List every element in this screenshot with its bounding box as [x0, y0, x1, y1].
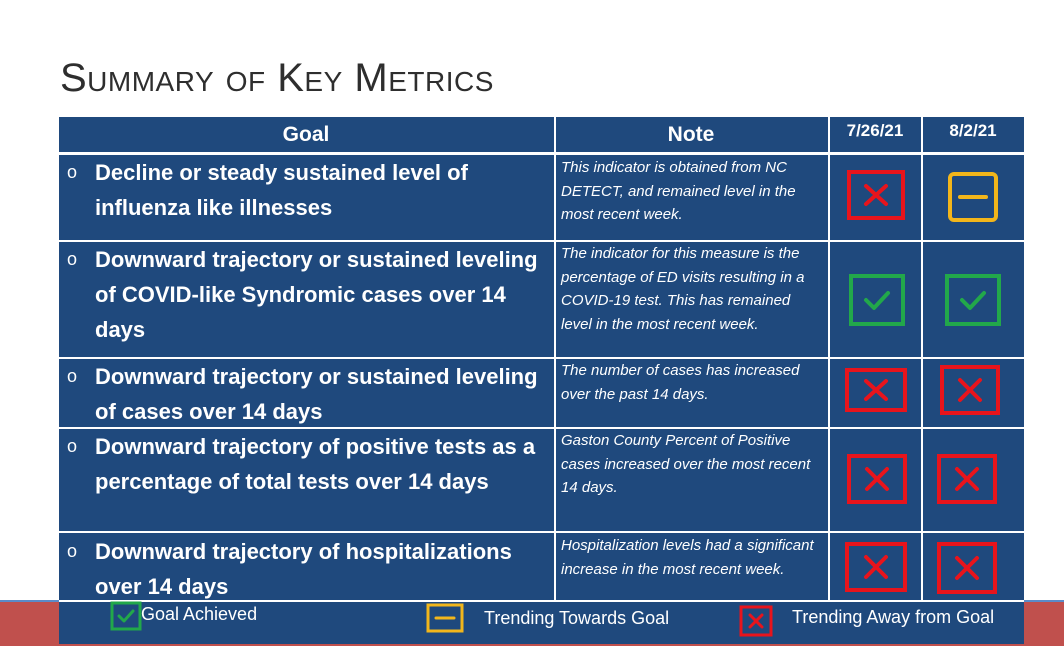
note-cell: Gaston County Percent of Positive cases … [561, 432, 811, 496]
bullet-icon: o [67, 162, 78, 182]
goal-achieved-icon [945, 274, 1001, 326]
page-title: Summary of Key Metrics [60, 56, 494, 100]
metrics-table: Goal Note 7/26/21 8/2/21 o Decline or st… [59, 117, 1024, 644]
bullet-icon: o [67, 541, 78, 561]
row-divider [59, 240, 1024, 242]
row-divider [59, 600, 1024, 602]
note-cell: This indicator is obtained from NC DETEC… [561, 159, 796, 223]
row-divider [59, 152, 1024, 155]
header-date-2: 8/2/21 [949, 121, 997, 140]
trending-away-icon [940, 365, 1000, 415]
bullet-icon: o [67, 366, 78, 386]
legend-trending-towards: Trending Towards Goal [484, 608, 670, 628]
goal-text: Decline or steady sustained level of inf… [95, 160, 468, 220]
goal-cell: o Downward trajectory of hospitalization… [67, 534, 545, 604]
goal-text: Downward trajectory or sustained levelin… [95, 364, 538, 424]
note-cell: The number of cases has increased over t… [561, 362, 800, 403]
trending-towards-icon [948, 172, 998, 222]
header-date-1: 7/26/21 [846, 121, 904, 140]
goal-text: Downward trajectory of hospitalizations … [95, 539, 512, 599]
row-divider [59, 357, 1024, 359]
goal-cell: o Downward trajectory of positive tests … [67, 429, 545, 499]
row-divider [59, 427, 1024, 429]
goal-achieved-icon [849, 274, 905, 326]
trending-away-icon [847, 170, 905, 220]
goal-achieved-legend-icon [110, 601, 142, 631]
note-cell: Hospitalization levels had a significant… [561, 537, 814, 578]
goal-cell: o Downward trajectory or sustained level… [67, 359, 545, 429]
bullet-icon: o [67, 249, 78, 269]
header-goal: Goal [282, 123, 330, 146]
trending-away-legend-icon [739, 605, 773, 637]
goal-text: Downward trajectory of positive tests as… [95, 434, 536, 494]
trending-away-icon [937, 454, 997, 504]
legend-goal-achieved: Goal Achieved [141, 604, 258, 624]
trending-away-icon [847, 454, 907, 504]
trending-away-icon [845, 368, 907, 412]
trending-towards-legend-icon [426, 603, 464, 633]
column-divider [828, 117, 830, 600]
goal-text: Downward trajectory or sustained levelin… [95, 247, 538, 342]
goal-cell: o Downward trajectory or sustained level… [67, 242, 545, 347]
column-divider [921, 117, 923, 600]
goal-cell: o Decline or steady sustained level of i… [67, 155, 545, 225]
header-note: Note [667, 123, 715, 146]
note-cell: The indicator for this measure is the pe… [561, 245, 805, 333]
trending-away-icon [937, 542, 997, 594]
legend-trending-away: Trending Away from Goal [792, 607, 995, 627]
column-divider [554, 117, 556, 600]
row-divider [59, 531, 1024, 533]
bullet-icon: o [67, 436, 78, 456]
trending-away-icon [845, 542, 907, 592]
